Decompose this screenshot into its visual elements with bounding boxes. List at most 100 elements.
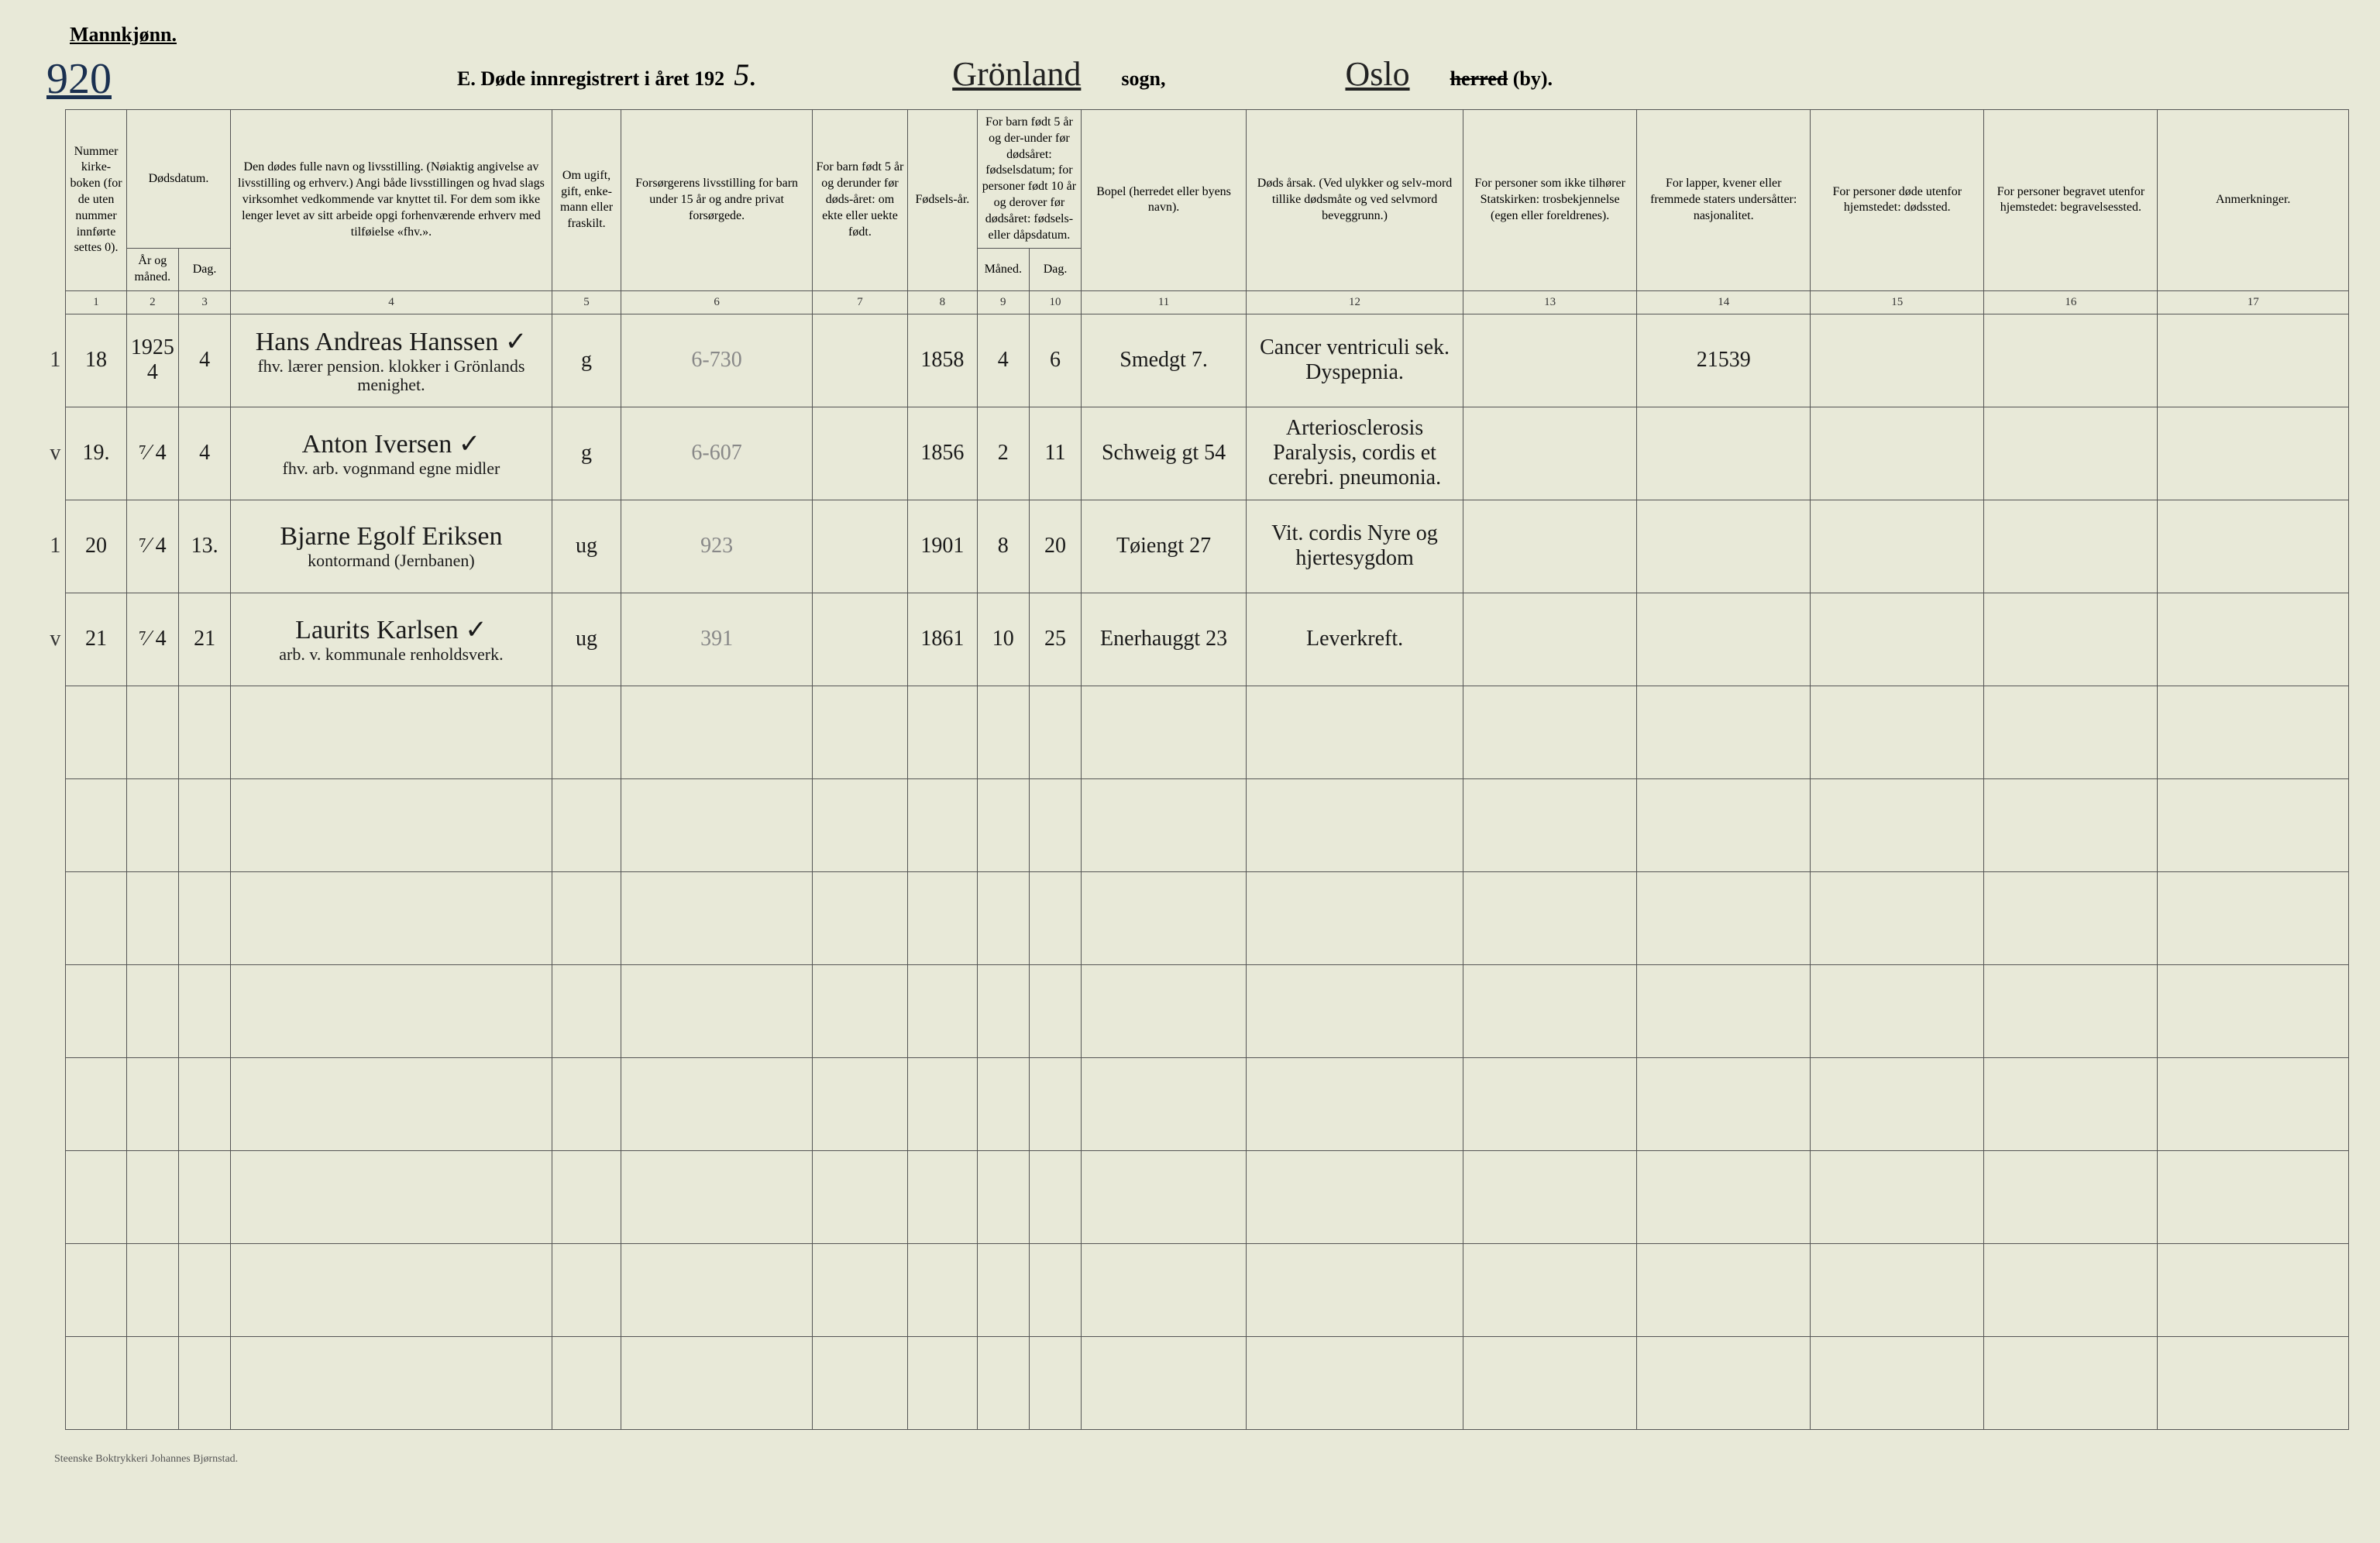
empty-cell bbox=[126, 1057, 178, 1150]
margin-mark: 1 bbox=[31, 500, 66, 593]
table-row: 1181925 44Hans Andreas Hanssen ✓fhv. lær… bbox=[31, 314, 2349, 407]
colnum: 8 bbox=[908, 290, 978, 314]
empty-cell bbox=[552, 964, 621, 1057]
empty-cell bbox=[1247, 778, 1463, 871]
empty-cell bbox=[1082, 1150, 1247, 1243]
empty-cell bbox=[1811, 964, 1984, 1057]
empty-cell bbox=[1463, 871, 1637, 964]
colnum: 5 bbox=[552, 290, 621, 314]
colnum: 14 bbox=[1637, 290, 1811, 314]
register-table: Nummer kirke-boken (for de uten nummer i… bbox=[31, 109, 2349, 1430]
colnum: 11 bbox=[1082, 290, 1247, 314]
th-birthyear: Fødsels-år. bbox=[908, 110, 978, 291]
herred-struck: herred bbox=[1450, 67, 1508, 90]
empty-cell bbox=[1463, 686, 1637, 778]
empty-cell bbox=[231, 871, 552, 964]
th-num: Nummer kirke-boken (for de uten nummer i… bbox=[66, 110, 126, 291]
empty-cell bbox=[908, 1150, 978, 1243]
empty-cell bbox=[178, 1057, 230, 1150]
empty-cell bbox=[178, 778, 230, 871]
cell-marital: ug bbox=[552, 500, 621, 593]
empty-cell bbox=[1984, 871, 2158, 964]
empty-cell bbox=[1463, 964, 1637, 1057]
cell-notes bbox=[2158, 314, 2349, 407]
empty-cell bbox=[552, 1336, 621, 1429]
empty-cell bbox=[178, 964, 230, 1057]
empty-cell bbox=[2158, 871, 2349, 964]
cell-day: 4 bbox=[178, 407, 230, 500]
empty-cell bbox=[231, 1243, 552, 1336]
empty-cell bbox=[1463, 1336, 1637, 1429]
th-residence: Bopel (herredet eller byens navn). bbox=[1082, 110, 1247, 291]
empty-cell bbox=[178, 1150, 230, 1243]
empty-cell bbox=[1247, 1057, 1463, 1150]
empty-cell bbox=[2158, 778, 2349, 871]
cell-provider: 923 bbox=[621, 500, 812, 593]
cell-marital: g bbox=[552, 314, 621, 407]
empty-cell bbox=[1463, 778, 1637, 871]
empty-cell bbox=[908, 871, 978, 964]
empty-cell bbox=[126, 964, 178, 1057]
th-year-month: År og måned. bbox=[126, 249, 178, 291]
empty-cell bbox=[126, 778, 178, 871]
empty-cell bbox=[552, 686, 621, 778]
cell-deathplace bbox=[1811, 314, 1984, 407]
empty-cell bbox=[621, 686, 812, 778]
empty-cell bbox=[1029, 686, 1081, 778]
empty-cell bbox=[908, 1057, 978, 1150]
sogn-label: sogn, bbox=[1121, 67, 1165, 91]
empty-cell bbox=[1637, 1243, 1811, 1336]
header-top: Mannkjønn. bbox=[31, 23, 2349, 46]
colnum: 3 bbox=[178, 290, 230, 314]
cell-num: 18 bbox=[66, 314, 126, 407]
cell-name: Bjarne Egolf Eriksenkontormand (Jernbane… bbox=[231, 500, 552, 593]
cell-birthyear: 1858 bbox=[908, 314, 978, 407]
cell-religion bbox=[1463, 314, 1637, 407]
table-body: 1181925 44Hans Andreas Hanssen ✓fhv. lær… bbox=[31, 314, 2349, 1429]
herred-label: herred (by). bbox=[1450, 67, 1553, 91]
colnum: 2 bbox=[126, 290, 178, 314]
empty-cell bbox=[2158, 964, 2349, 1057]
empty-cell bbox=[552, 778, 621, 871]
name-primary: Laurits Karlsen ✓ bbox=[234, 614, 549, 645]
th-birthdate: For barn født 5 år og der-under før døds… bbox=[977, 110, 1081, 249]
empty-cell bbox=[66, 964, 126, 1057]
cell-cause: Arteriosclerosis Paralysis, cordis et ce… bbox=[1247, 407, 1463, 500]
cell-year-month: 1925 4 bbox=[126, 314, 178, 407]
empty-cell bbox=[977, 1336, 1029, 1429]
empty-cell bbox=[977, 1243, 1029, 1336]
column-numbers-row: 1 2 3 4 5 6 7 8 9 10 11 12 13 14 15 16 1… bbox=[31, 290, 2349, 314]
cell-residence: Tøiengt 27 bbox=[1082, 500, 1247, 593]
empty-cell bbox=[66, 1243, 126, 1336]
cell-num: 19. bbox=[66, 407, 126, 500]
cell-notes bbox=[2158, 593, 2349, 686]
empty-cell bbox=[552, 871, 621, 964]
cell-bm: 4 bbox=[977, 314, 1029, 407]
empty-cell bbox=[178, 1243, 230, 1336]
empty-cell bbox=[178, 871, 230, 964]
gender-label: Mannkjønn. bbox=[70, 23, 177, 46]
margin-mark: 1 bbox=[31, 314, 66, 407]
colnum: 1 bbox=[66, 290, 126, 314]
cell-year-month: ⁷⁄ 4 bbox=[126, 500, 178, 593]
cell-marital: ug bbox=[552, 593, 621, 686]
empty-cell bbox=[1637, 871, 1811, 964]
empty-cell bbox=[1984, 964, 2158, 1057]
th-burial: For personer begravet utenfor hjemstedet… bbox=[1984, 110, 2158, 291]
empty-cell bbox=[812, 1057, 907, 1150]
empty-cell bbox=[231, 1336, 552, 1429]
empty-cell bbox=[977, 964, 1029, 1057]
empty-cell bbox=[1247, 1150, 1463, 1243]
empty-cell bbox=[1984, 686, 2158, 778]
empty-cell bbox=[1029, 1336, 1081, 1429]
th-deathplace: For personer døde utenfor hjemstedet: dø… bbox=[1811, 110, 1984, 291]
empty-row bbox=[31, 1243, 2349, 1336]
empty-cell bbox=[66, 1336, 126, 1429]
table-header: Nummer kirke-boken (for de uten nummer i… bbox=[31, 110, 2349, 314]
colnum: 10 bbox=[1029, 290, 1081, 314]
empty-cell bbox=[1637, 964, 1811, 1057]
empty-cell bbox=[231, 964, 552, 1057]
empty-cell bbox=[178, 686, 230, 778]
empty-row bbox=[31, 778, 2349, 871]
empty-cell bbox=[977, 686, 1029, 778]
